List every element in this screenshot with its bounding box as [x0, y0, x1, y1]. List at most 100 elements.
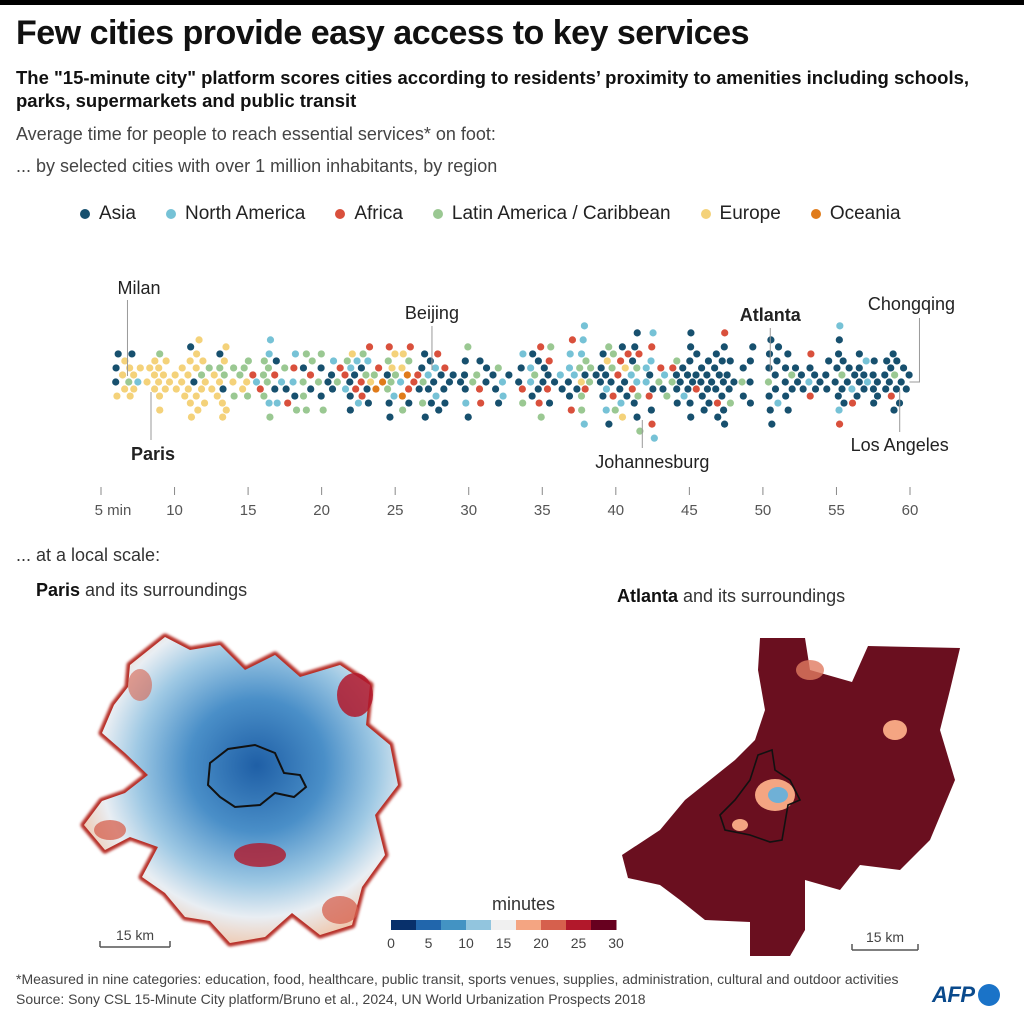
city-dot	[784, 350, 792, 358]
city-dot	[464, 343, 472, 351]
colorbar-title: minutes	[492, 894, 555, 914]
city-dot	[259, 371, 268, 379]
city-dot	[219, 413, 227, 421]
city-dot	[273, 399, 281, 407]
city-dot	[602, 406, 610, 414]
city-dot	[673, 399, 681, 407]
afp-logo-dot	[977, 984, 1000, 1006]
legend-item: Asia	[80, 203, 136, 225]
city-dot	[577, 350, 586, 358]
city-dot	[882, 385, 890, 393]
city-dot	[580, 420, 588, 428]
city-dot	[889, 350, 897, 358]
city-dot	[230, 364, 238, 372]
city-dot	[673, 385, 681, 393]
city-dot	[187, 343, 195, 351]
city-dot	[405, 357, 413, 365]
city-dot	[363, 385, 371, 393]
city-dot	[494, 399, 503, 407]
city-dot	[845, 364, 853, 372]
city-dot	[693, 350, 701, 358]
city-dot	[378, 378, 387, 386]
colorbar-legend: minutes 0 5 10 15 20 25 30	[387, 894, 624, 951]
city-dot	[324, 378, 332, 386]
city-dot	[265, 399, 273, 407]
x-tick-label: 45	[681, 502, 698, 519]
city-dot	[384, 357, 392, 365]
legend: Asia North America Africa Latin America / C…	[80, 201, 901, 227]
city-dot	[263, 378, 271, 386]
city-dot	[648, 343, 656, 351]
city-dot	[711, 364, 719, 372]
city-dot	[627, 371, 635, 379]
city-dot	[725, 385, 733, 393]
atlanta-map-label: Atlanta and its surroundings	[617, 586, 845, 607]
city-dot	[210, 371, 218, 379]
city-dot	[545, 399, 554, 407]
city-dot	[398, 364, 406, 372]
city-dot	[686, 357, 694, 365]
city-dot	[791, 364, 800, 372]
city-dot	[220, 371, 228, 379]
x-tick-label: 25	[387, 502, 404, 519]
paris-label-rest: and its surroundings	[80, 580, 248, 600]
city-dot	[476, 357, 484, 365]
city-dot	[746, 357, 754, 365]
city-dot	[299, 378, 307, 386]
city-dot	[835, 336, 843, 344]
city-dot	[539, 378, 547, 386]
city-dot	[746, 378, 754, 386]
city-dot	[302, 350, 310, 358]
legend-label: Oceania	[829, 203, 901, 224]
city-dot	[565, 392, 574, 400]
city-dot	[119, 371, 127, 379]
city-dot	[635, 350, 643, 358]
city-dot	[405, 399, 413, 407]
city-dot	[528, 392, 536, 400]
city-dot	[848, 399, 857, 407]
city-dot	[697, 364, 706, 372]
city-dot	[230, 392, 238, 400]
atlanta-heatmap: 15 km	[622, 638, 960, 956]
city-dot	[477, 399, 485, 407]
colorbar-tick-label: 20	[533, 935, 549, 951]
city-dot	[558, 385, 566, 393]
city-dot	[469, 378, 477, 386]
city-dot	[570, 371, 578, 379]
city-dot	[494, 364, 502, 372]
legend-swatch	[80, 209, 90, 219]
city-dot	[692, 371, 700, 379]
city-dot	[676, 378, 684, 386]
city-dot	[869, 371, 877, 379]
city-dot	[281, 364, 289, 372]
paris-hotspot	[94, 820, 126, 840]
city-dot	[774, 343, 783, 351]
annotation-label: Milan	[117, 278, 160, 298]
city-dot	[421, 413, 429, 421]
city-dot	[537, 343, 545, 351]
city-dot	[617, 399, 625, 407]
city-dot	[186, 357, 194, 365]
colorbar-segment	[541, 920, 567, 930]
city-dot	[396, 378, 405, 386]
city-dot	[200, 399, 209, 407]
afp-logo: AFP	[932, 982, 1000, 1008]
city-dot	[892, 385, 900, 393]
city-dot	[519, 350, 527, 358]
city-dot	[602, 385, 611, 393]
city-dot	[805, 378, 813, 386]
city-dot	[190, 378, 198, 386]
city-dot	[657, 364, 665, 372]
city-dot	[609, 350, 617, 358]
x-tick-label: 30	[460, 502, 477, 519]
city-dot	[346, 406, 354, 414]
city-dot	[715, 371, 723, 379]
city-dot	[838, 371, 846, 379]
city-dot	[660, 371, 669, 379]
city-dot	[272, 357, 280, 365]
city-dot	[317, 350, 325, 358]
x-tick-label: 10	[166, 502, 183, 519]
city-dot	[869, 385, 878, 393]
city-dot	[491, 385, 500, 393]
colorbar-tick-label: 30	[608, 935, 624, 951]
